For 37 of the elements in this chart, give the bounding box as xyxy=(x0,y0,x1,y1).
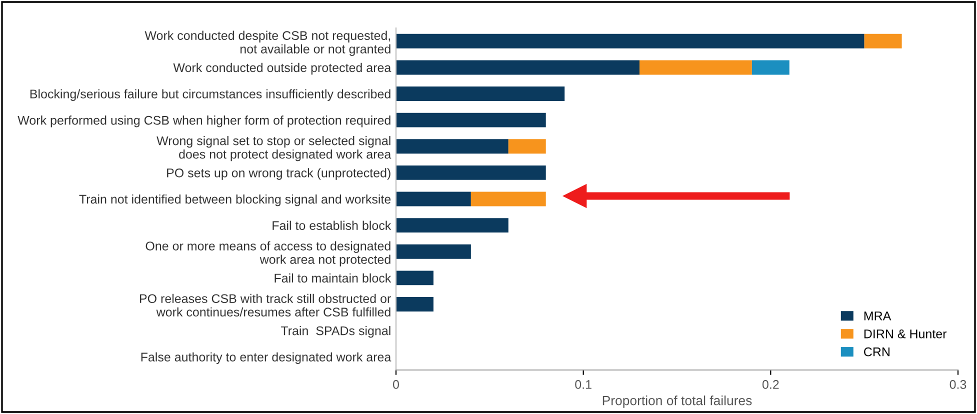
y-tick-label: Work performed using CSB when higher form of protection required xyxy=(18,116,390,128)
y-tick-label: Blocking/serious failure but circumstances insufficiently described xyxy=(30,89,390,101)
y-tick-label: Wrong signal set to stop or selected signal does not protect designated work area xyxy=(156,136,392,162)
bar xyxy=(640,60,752,75)
legend-label: DIRN & Hunter xyxy=(864,330,947,338)
bar xyxy=(396,112,546,128)
y-tick-label: PO releases CSB with track still obstructed or work continues/resumes after CSB fulfilled xyxy=(140,294,391,317)
y-tick-label: Train SPADs signal xyxy=(280,326,390,338)
bar xyxy=(470,192,546,206)
bar xyxy=(396,139,508,154)
y-tick-label: False authority to enter designated work area xyxy=(141,352,392,364)
x-axis-title: Proportion of total failures xyxy=(602,396,752,408)
bar xyxy=(396,86,565,102)
y-tick-label: Fail to maintain block xyxy=(274,273,392,283)
x-tick-label: 0.2 xyxy=(762,380,779,389)
y-tick-label: PO sets up on wrong track (unprotected) xyxy=(167,168,390,180)
bar xyxy=(396,60,640,75)
x-tick-label: 0.1 xyxy=(575,380,592,389)
bar xyxy=(396,218,508,233)
bar xyxy=(864,34,902,48)
y-tick-label: Work conducted outside protected area xyxy=(173,62,392,75)
bar xyxy=(396,165,546,180)
y-tick-label: Train not identified between blocking signal and worksite xyxy=(79,194,391,206)
y-tick-label: Fail to establish block xyxy=(272,220,392,230)
bar xyxy=(396,296,434,312)
x-tick-label: 0.3 xyxy=(950,380,966,389)
x-tick-label: 0 xyxy=(393,380,399,389)
bar xyxy=(752,60,790,75)
bar xyxy=(396,244,471,259)
bar xyxy=(396,270,434,286)
y-tick-label: Work conducted despite CSB not requested, not available or not granted xyxy=(144,30,390,56)
bar xyxy=(396,192,471,206)
y-tick-label: One or more means of access to designated work area not protected xyxy=(146,241,390,266)
legend-label: CRN xyxy=(864,347,890,356)
bar xyxy=(396,34,864,48)
legend-label: MRA xyxy=(864,312,892,320)
bar xyxy=(508,139,546,154)
